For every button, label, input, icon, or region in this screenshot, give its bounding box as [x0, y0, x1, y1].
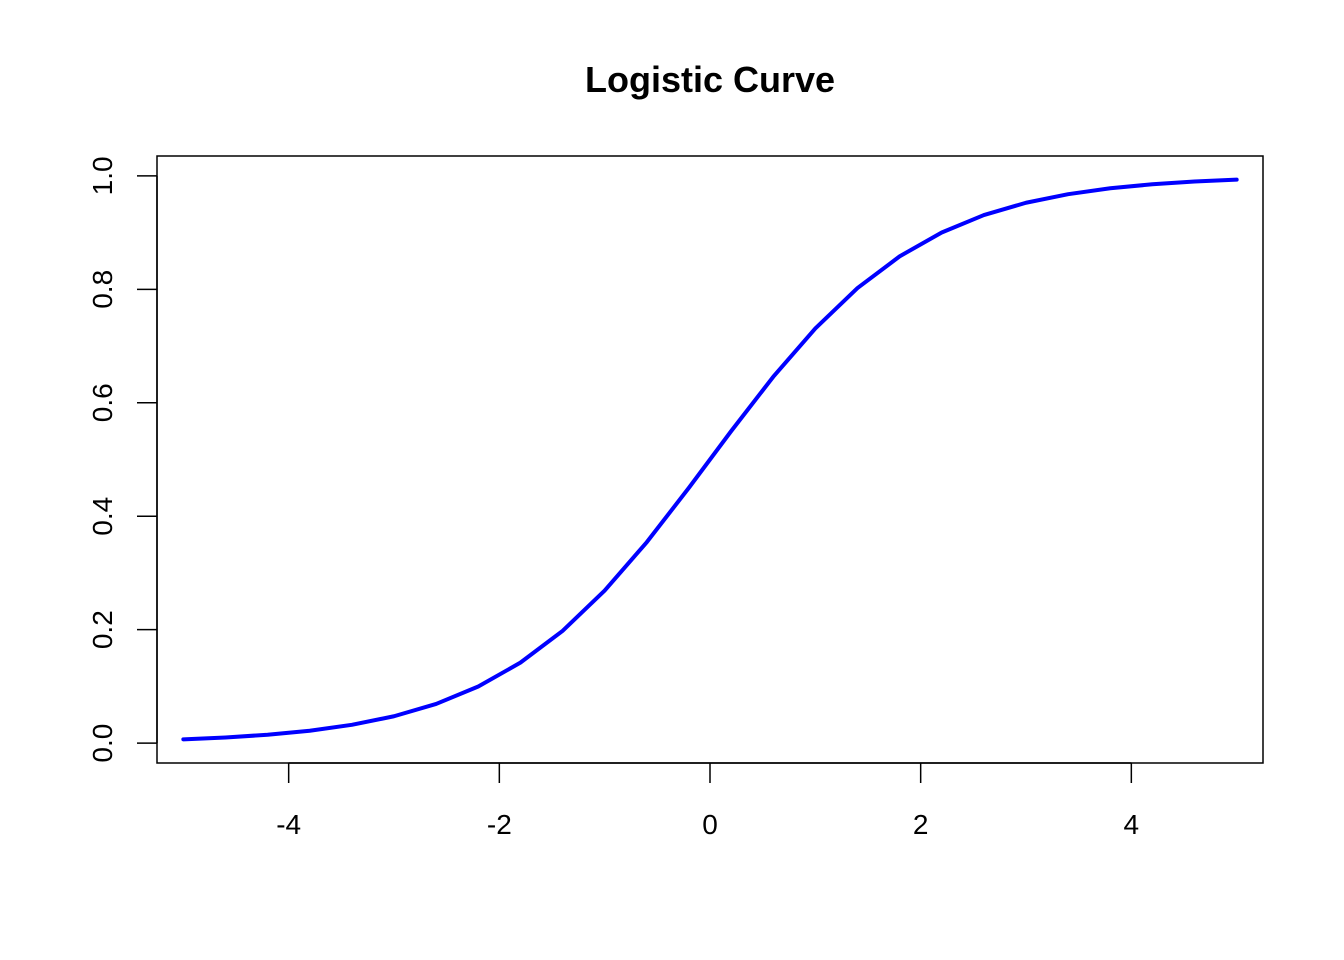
x-axis: -4 -2 0 2 4: [276, 762, 1140, 840]
series-layer: [181, 177, 1239, 742]
x-tick-label: 4: [1124, 809, 1140, 840]
y-tick-label: 0.4: [87, 497, 118, 536]
x-tick-label: -2: [487, 809, 512, 840]
y-tick-label: 0.8: [87, 270, 118, 309]
x-tick-label: -4: [276, 809, 301, 840]
y-axis: 0.0 0.2 0.4 0.6 0.8 1.0: [87, 156, 158, 763]
y-tick-label: 0.2: [87, 610, 118, 649]
chart-title: Logistic Curve: [585, 59, 835, 100]
y-tick-label: 0.6: [87, 383, 118, 422]
y-tick-label: 1.0: [87, 156, 118, 195]
x-tick-label: 0: [702, 809, 718, 840]
series-line: [181, 177, 1239, 742]
y-tick-label: 0.0: [87, 724, 118, 763]
x-tick-label: 2: [913, 809, 929, 840]
